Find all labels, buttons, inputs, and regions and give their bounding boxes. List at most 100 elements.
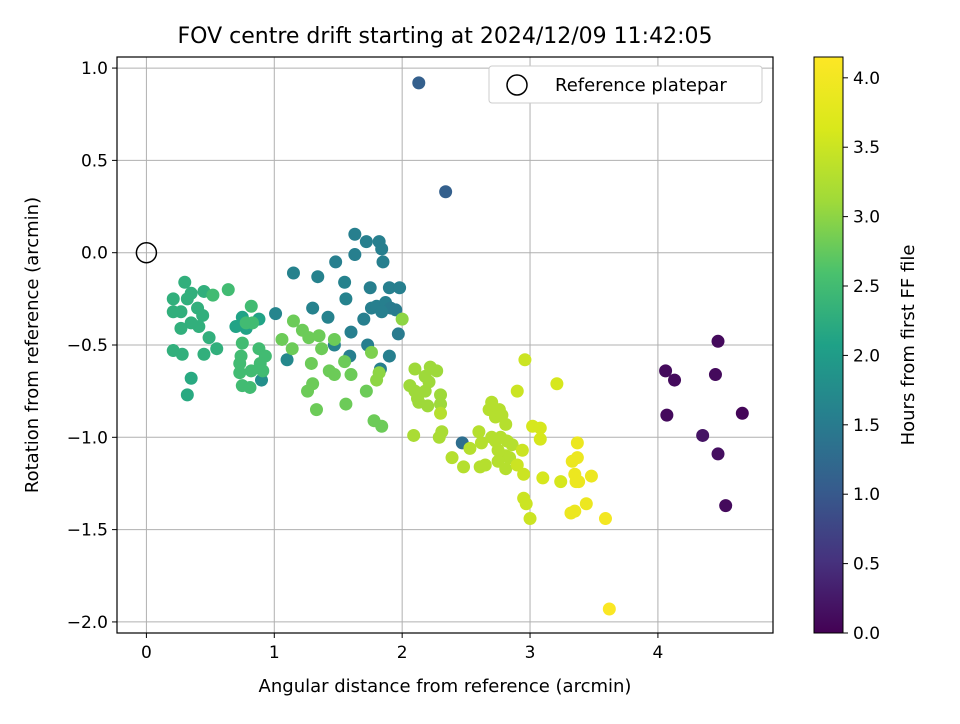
data-points (166, 76, 749, 616)
data-point (550, 377, 564, 391)
data-point (348, 227, 362, 241)
data-point (280, 353, 294, 367)
data-point (499, 417, 513, 431)
data-point (306, 301, 320, 315)
data-point (285, 342, 299, 356)
data-point (518, 353, 532, 367)
data-point (668, 373, 682, 387)
colorbar-tick-label: 3.0 (853, 208, 880, 228)
data-point (408, 362, 422, 376)
data-point (412, 76, 426, 90)
data-point (463, 441, 477, 455)
data-point (348, 248, 362, 262)
data-point (602, 602, 616, 616)
data-point (311, 270, 325, 284)
data-point (584, 469, 598, 483)
data-point (598, 512, 612, 526)
data-point (359, 235, 373, 249)
data-point (286, 314, 300, 328)
data-point (421, 399, 435, 413)
data-point (375, 419, 389, 433)
colorbar-label: Hours from first FF file (898, 245, 919, 446)
legend: Reference platepar (488, 65, 763, 104)
data-point (435, 425, 449, 439)
data-point (206, 288, 220, 302)
y-tick-label: −2.0 (67, 613, 108, 633)
data-point (184, 316, 198, 330)
data-point (364, 345, 378, 359)
data-point (523, 512, 537, 526)
data-point (180, 388, 194, 402)
x-tick-label: 4 (652, 643, 663, 663)
data-point (309, 403, 323, 417)
data-point (233, 366, 247, 380)
data-point (363, 281, 377, 295)
data-point (375, 242, 389, 256)
data-point (533, 421, 547, 435)
data-point (660, 408, 674, 422)
x-axis-label: Angular distance from reference (arcmin) (259, 676, 632, 697)
x-tick-label: 2 (397, 643, 408, 663)
data-point (229, 320, 243, 334)
data-point (457, 460, 471, 474)
data-point (696, 428, 710, 442)
data-point (505, 438, 519, 452)
data-point (327, 332, 341, 346)
y-axis-label: Rotation from reference (arcmin) (22, 197, 43, 493)
data-point (244, 299, 258, 313)
data-point (472, 425, 486, 439)
y-tick-label: −1.0 (67, 428, 108, 448)
data-point (708, 368, 722, 382)
y-axis-ticks: 1.0 0.5 0.0 −0.5 −1.0 −1.5 −2.0 (67, 59, 117, 633)
data-point (304, 356, 318, 370)
data-point (197, 347, 211, 361)
data-point (393, 281, 407, 295)
x-tick-label: 1 (269, 643, 280, 663)
data-point (244, 364, 258, 378)
data-point (395, 312, 409, 326)
data-point (196, 308, 210, 322)
data-point (711, 334, 725, 348)
data-point (301, 384, 315, 398)
data-point (184, 371, 198, 385)
data-point (570, 436, 584, 450)
legend-marker (506, 74, 528, 96)
data-point (180, 292, 194, 306)
y-tick-label: 0.0 (81, 244, 108, 264)
data-point (407, 428, 421, 442)
data-point (579, 497, 593, 511)
data-point (315, 342, 329, 356)
data-point (312, 329, 326, 343)
y-tick-label: 0.5 (81, 151, 108, 171)
data-point (517, 467, 531, 481)
data-point (515, 443, 529, 457)
data-point (430, 364, 444, 378)
data-point (568, 504, 582, 518)
data-point (339, 397, 353, 411)
colorbar-ticks: 0.0 0.5 1.0 1.5 2.0 2.5 3.0 3.5 4.0 (843, 69, 880, 644)
data-point (166, 292, 180, 306)
y-tick-label: −0.5 (67, 336, 108, 356)
data-point (474, 436, 488, 450)
data-point (389, 303, 403, 317)
colorbar-tick-label: 0.5 (853, 555, 880, 575)
data-point (233, 356, 247, 370)
grid (117, 57, 773, 633)
data-point (572, 475, 586, 489)
data-point (434, 397, 448, 411)
data-point (275, 332, 289, 346)
data-point (221, 283, 235, 297)
data-point (339, 292, 353, 306)
data-point (735, 406, 749, 420)
data-point (286, 266, 300, 280)
data-point (659, 364, 673, 378)
data-point (210, 342, 224, 356)
colorbar-tick-label: 3.5 (853, 138, 880, 158)
chart-title: FOV centre drift starting at 2024/12/09 … (178, 24, 713, 49)
data-point (269, 307, 283, 321)
data-point (382, 349, 396, 363)
data-point (382, 281, 396, 295)
y-tick-label: −1.5 (67, 521, 108, 541)
